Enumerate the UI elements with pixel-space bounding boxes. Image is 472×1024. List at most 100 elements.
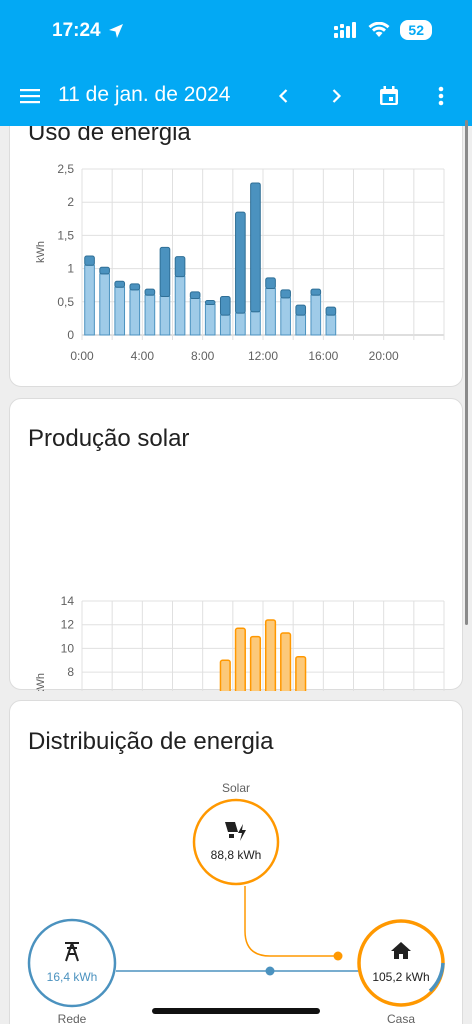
usage-y-tick: 0 — [67, 328, 74, 342]
solar-production-title: Produção solar — [28, 425, 190, 452]
usage-bar-solar — [84, 264, 95, 336]
usage-bar-solar — [250, 311, 261, 336]
solar-bar — [249, 635, 262, 691]
solar-node[interactable] — [192, 798, 280, 886]
home-label: Casa — [387, 1012, 415, 1024]
home-value: 105,2 kWh — [372, 970, 429, 984]
usage-y-tick: 0,5 — [57, 295, 74, 309]
status-time: 17:24 — [52, 20, 101, 41]
solar-to-home-line — [244, 886, 340, 957]
usage-bar-grid — [310, 288, 322, 296]
usage-y-tick: 1 — [67, 262, 74, 276]
solar-bar — [234, 627, 246, 691]
chevron-left-icon — [278, 89, 288, 103]
solar-label: Solar — [222, 781, 250, 795]
usage-bar-grid — [325, 306, 337, 316]
chevron-right-icon — [332, 89, 342, 103]
usage-bar-grid — [114, 280, 126, 288]
hamburger-menu-icon — [20, 89, 40, 104]
home-icon — [391, 942, 411, 959]
grid-label: Rede — [58, 1012, 87, 1024]
usage-bar-solar — [114, 286, 126, 336]
transmission-tower-icon — [65, 942, 79, 962]
usage-bar-solar — [265, 288, 276, 336]
usage-bar-solar — [159, 295, 171, 336]
usage-bar-grid — [144, 288, 156, 296]
scrollbar[interactable] — [465, 120, 468, 625]
usage-y-axis-label: kWh — [35, 241, 47, 263]
top-app-bar: 17:24 52 11 de jan. de 2024 — [0, 0, 472, 126]
previous-day-button[interactable] — [268, 80, 300, 112]
usage-bar-grid — [159, 246, 171, 297]
usage-x-tick: 4:00 — [131, 349, 155, 363]
usage-bar-grid — [129, 283, 141, 291]
usage-bar-grid — [204, 299, 216, 305]
solar-production-card: Produção solar 024681012140:004:008:0012… — [9, 398, 464, 691]
grid-value: 16,4 kWh — [47, 970, 98, 984]
energy-usage-card: Uso de energia 0 0,5 1 1,5 2 2,5 0:00 4:00 8:00 1… — [9, 126, 463, 387]
usage-y-tick: 2,5 — [57, 162, 74, 176]
usage-x-tick: 8:00 — [191, 349, 215, 363]
usage-x-tick: 12:00 — [248, 349, 278, 363]
menu-button[interactable] — [14, 80, 46, 112]
usage-x-tick: 16:00 — [308, 349, 338, 363]
battery-indicator: 52 — [400, 20, 432, 40]
next-day-button[interactable] — [320, 80, 352, 112]
calendar-icon — [380, 86, 398, 105]
usage-bar-grid — [174, 256, 186, 278]
usage-x-tick: 20:00 — [369, 349, 399, 363]
solar-y-axis-label: kWh — [35, 673, 47, 691]
energy-distribution-title: Distribuição de energia — [28, 728, 274, 755]
usage-bar-solar — [280, 297, 291, 336]
solar-y-tick: 8 — [67, 665, 74, 679]
usage-y-tick: 1,5 — [57, 228, 74, 242]
grid-node[interactable] — [27, 918, 117, 1008]
usage-bar-grid — [250, 182, 261, 313]
energy-usage-title: Uso de energia — [28, 126, 191, 146]
usage-bar-solar — [174, 276, 186, 336]
solar-y-tick: 14 — [61, 594, 75, 608]
location-arrow-icon — [109, 24, 123, 38]
dashboard-content[interactable]: Uso de energia 0 0,5 1 1,5 2 2,5 0:00 4:00 8:00 1… — [0, 126, 472, 1024]
home-node[interactable] — [357, 919, 445, 1007]
solar-production-chart[interactable]: 024681012140:004:008:0012:0016:0020:00kW… — [10, 399, 464, 691]
usage-bar-solar — [235, 312, 246, 336]
usage-bar-grid — [219, 295, 231, 316]
calendar-button[interactable] — [373, 80, 405, 112]
more-options-button[interactable] — [425, 80, 457, 112]
solar-bar — [264, 619, 277, 691]
usage-bar-grid — [235, 211, 246, 314]
solar-y-tick: 6 — [67, 689, 74, 691]
status-icons: 52 — [334, 20, 432, 40]
usage-bar-grid — [295, 304, 307, 316]
home-grid-share-arc — [428, 962, 445, 993]
usage-bar-solar — [310, 294, 322, 336]
energy-usage-chart[interactable]: 0 0,5 1 1,5 2 2,5 0:00 4:00 8:00 12:00 16:00 20:00 k… — [10, 126, 464, 388]
usage-bar-grid — [189, 291, 201, 299]
energy-distribution-diagram: Solar 88,8 kWh 16,4 kWh Rede — [27, 781, 445, 1024]
solar-bar — [295, 655, 307, 691]
solar-flow-dot — [333, 951, 343, 961]
solar-bar — [280, 632, 292, 691]
home-indicator — [152, 1008, 320, 1014]
solar-y-tick: 12 — [61, 618, 75, 632]
selected-date: 11 de jan. de 2024 — [58, 83, 231, 106]
usage-bar-grid — [84, 255, 95, 266]
more-vertical-icon — [438, 86, 444, 106]
usage-bar-solar — [219, 314, 231, 336]
solar-value: 88,8 kWh — [211, 848, 262, 862]
usage-bar-grid — [99, 266, 110, 275]
usage-bar-solar — [325, 314, 337, 336]
solar-panel-icon — [225, 822, 246, 841]
usage-bar-grid — [265, 277, 276, 290]
solar-bar — [219, 659, 231, 691]
usage-bar-solar — [295, 314, 307, 336]
grid-flow-dot — [265, 966, 275, 976]
usage-bar-solar — [129, 289, 141, 336]
usage-x-tick: 0:00 — [70, 349, 94, 363]
cellular-signal-icon — [334, 22, 357, 38]
usage-bar-solar — [144, 294, 156, 336]
energy-distribution-card: Distribuição de energia Solar 88,8 kWh — [9, 700, 463, 1024]
wifi-icon — [368, 22, 390, 37]
usage-bar-solar — [99, 273, 110, 336]
